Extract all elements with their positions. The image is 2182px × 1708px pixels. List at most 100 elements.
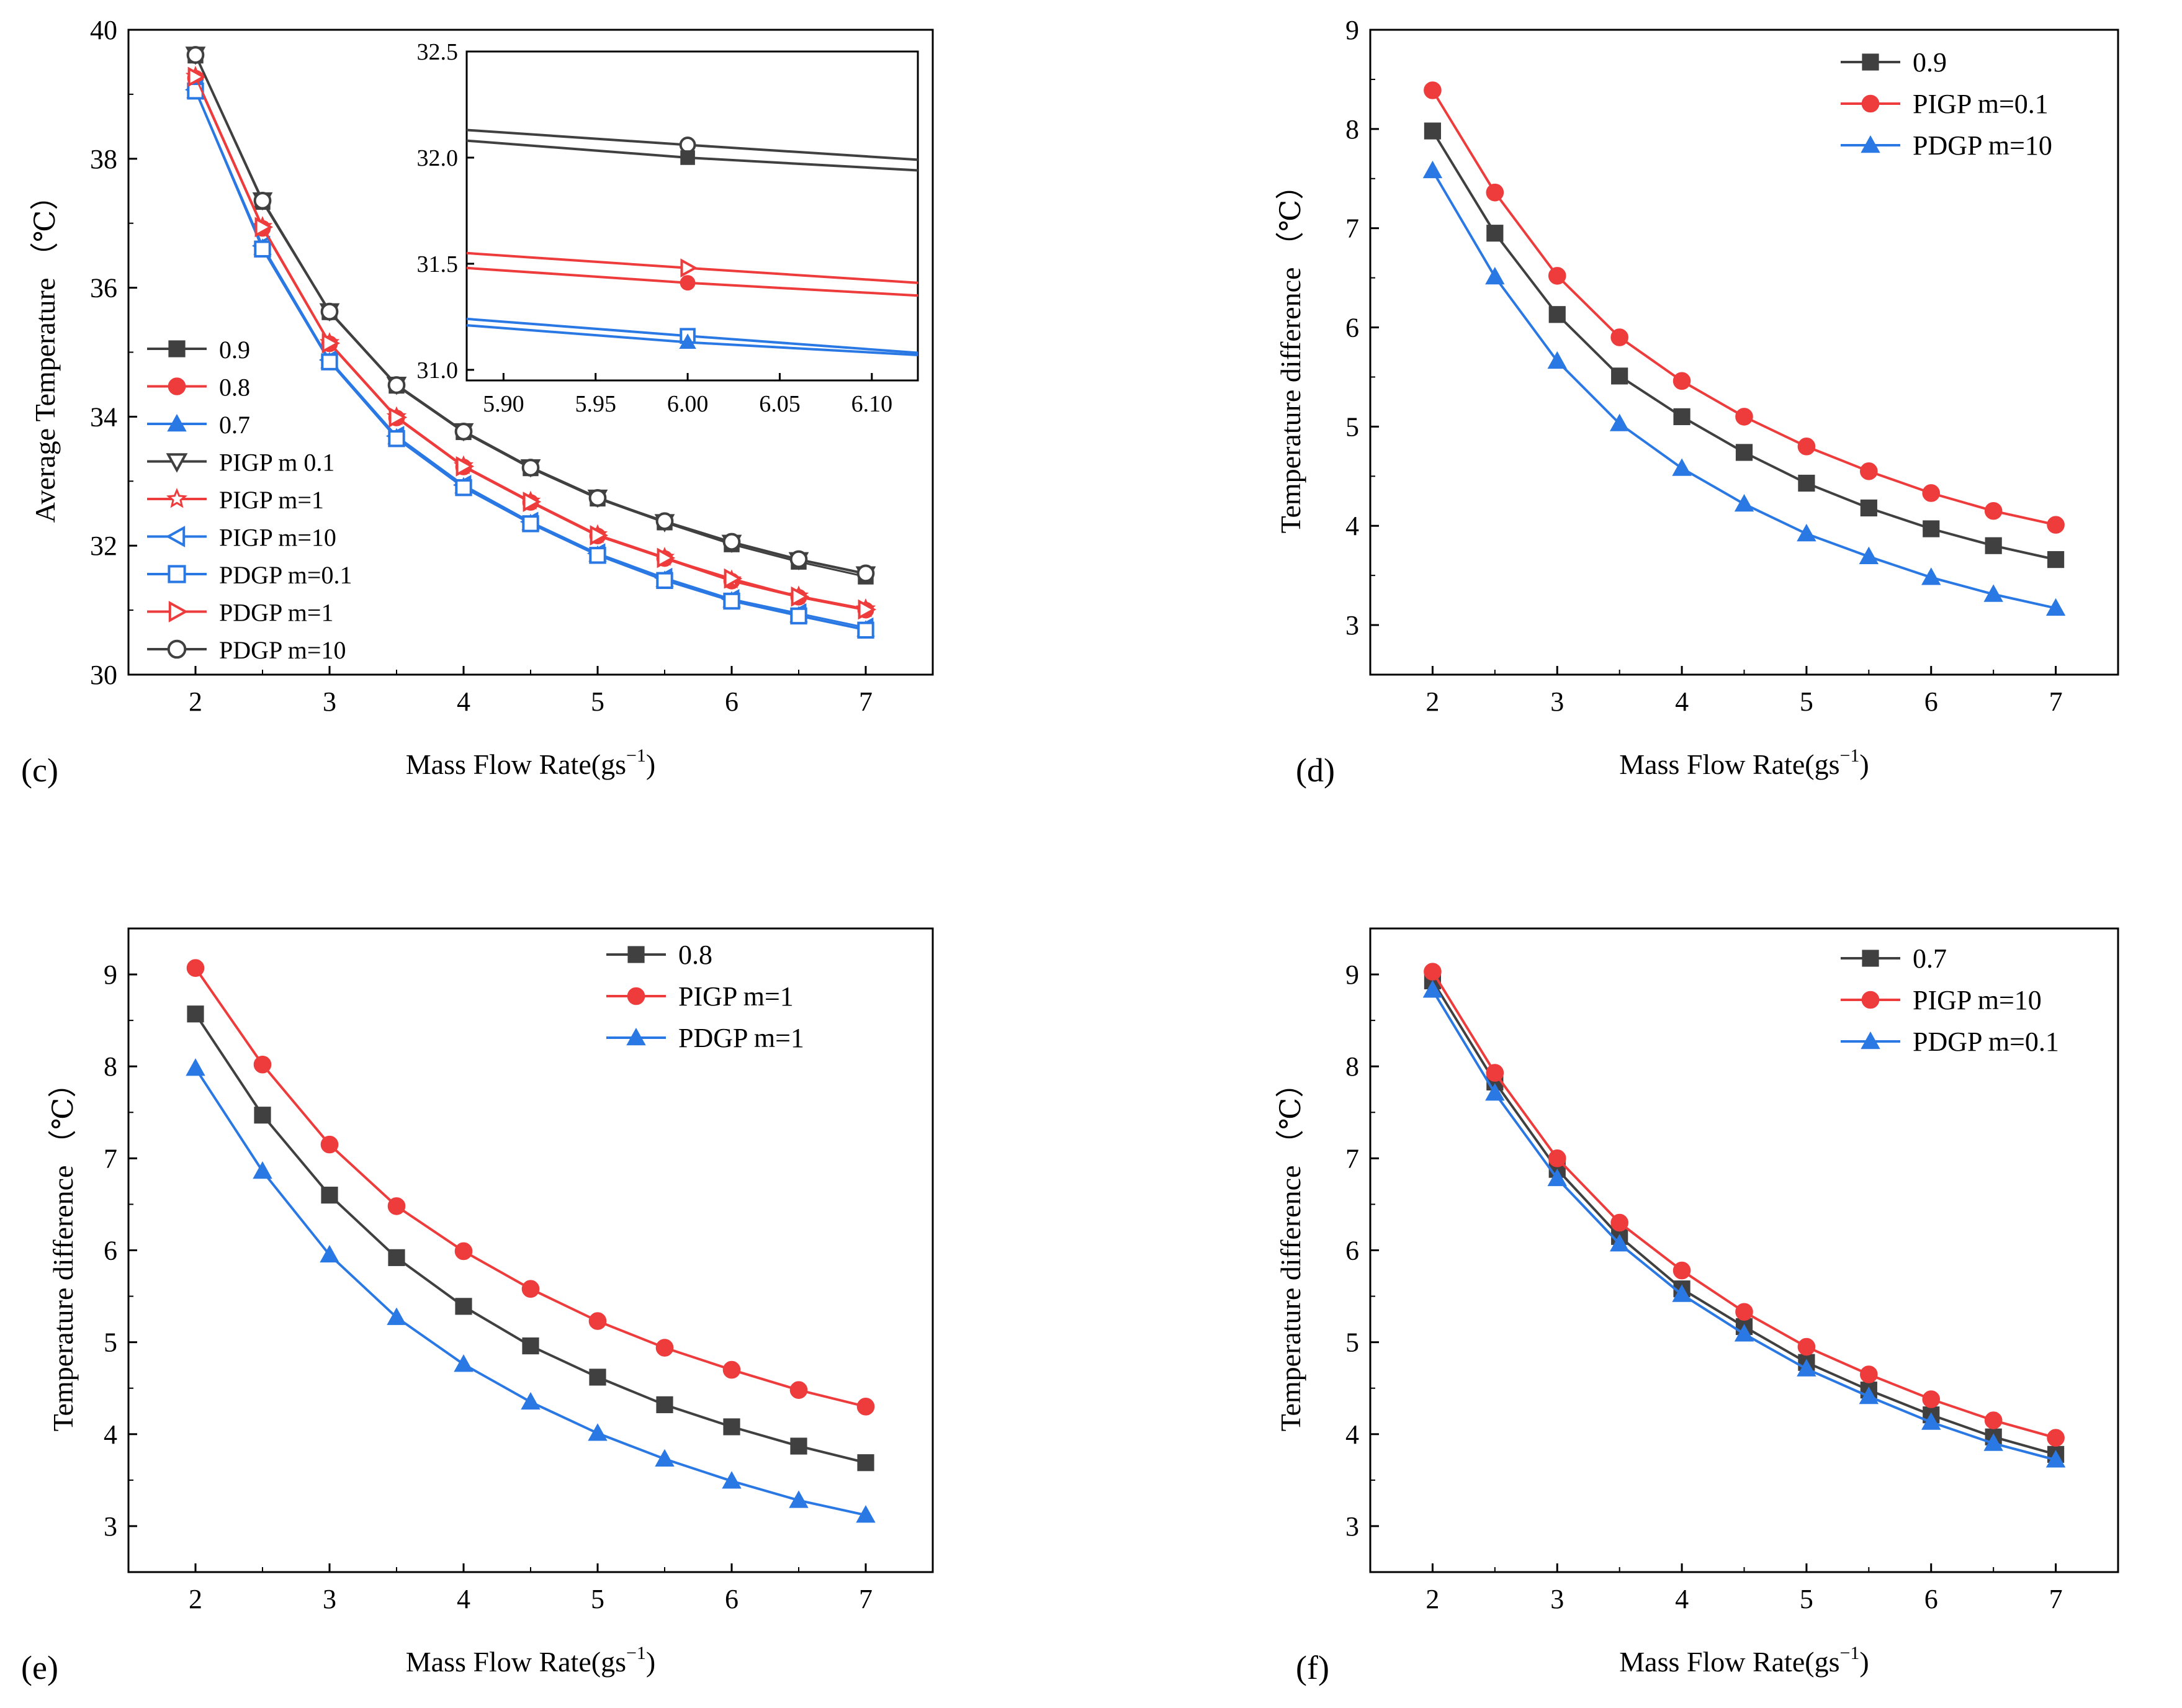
panel-label: (c) (21, 752, 58, 789)
legend: 0.9 0.8 0.7 PIGP m 0.1 PIGP m=1 PIGP m=10 PDGP… (147, 336, 352, 664)
data-point (1610, 328, 1628, 346)
series-line-3 (1431, 989, 2057, 1462)
x-tick-label: 3 (323, 1584, 336, 1614)
data-point (1609, 413, 1630, 431)
x-axis-label-superscript: −1 (1839, 745, 1859, 766)
data-point (723, 592, 740, 610)
x-axis-label: Mass Flow Rate(gs−1) (406, 1643, 655, 1678)
legend-marker (1861, 135, 1880, 153)
chart-panel-3: 2 3 4 5 6 7 3 4 5 6 7 8 9 Mass Flow Rate(gs−1) Tempera… (21, 927, 934, 1686)
x-tick-label: 5 (1800, 1584, 1813, 1614)
data-point (1672, 1261, 1691, 1280)
inset-y-tick-label: 32.0 (417, 145, 459, 171)
data-point (1922, 1390, 1941, 1408)
data-point (1422, 980, 1443, 998)
data-point (1734, 494, 1754, 512)
data-point (1859, 1386, 1879, 1405)
data-point (1673, 408, 1690, 425)
inset-x-tick-label: 6.00 (667, 391, 709, 417)
data-point (655, 1339, 674, 1357)
data-point (387, 376, 406, 394)
data-point (320, 1244, 339, 1263)
panel-label: (d) (1296, 752, 1335, 789)
legend-label: 0.8 (678, 940, 712, 970)
x-tick-label: 2 (1425, 1584, 1439, 1614)
legend-label: PIGP m=1 (678, 981, 794, 1012)
data-point (657, 547, 676, 569)
y-tick-label: 7 (1345, 214, 1359, 244)
x-tick-label: 4 (1675, 1584, 1689, 1614)
inset-x-tick-label: 5.95 (575, 391, 616, 417)
x-tick-label: 7 (859, 686, 873, 717)
data-point (522, 1337, 539, 1355)
data-point (789, 550, 808, 569)
x-tick-label: 3 (1550, 1584, 1564, 1614)
data-point (1424, 122, 1442, 140)
data-point (254, 217, 274, 238)
y-tick-label: 3 (104, 1511, 117, 1542)
legend: 0.8 PIGP m=1 PDGP m=1 (606, 940, 804, 1053)
y-tick-label: 9 (104, 960, 117, 990)
legend-marker (1862, 53, 1879, 71)
y-tick-label: 6 (1345, 313, 1359, 343)
legend-marker (168, 565, 186, 583)
data-point (1984, 1411, 2003, 1429)
legend-marker (168, 340, 186, 357)
legend-label: PDGP m=0.1 (219, 561, 352, 589)
data-point (521, 459, 540, 477)
x-tick-label: 3 (323, 686, 336, 717)
data-point (522, 515, 539, 533)
legend-label: PDGP m=0.1 (1913, 1027, 2059, 1057)
legend-marker (1861, 94, 1880, 113)
data-point (589, 1369, 606, 1386)
data-point (1547, 1168, 1567, 1187)
x-tick-label: 5 (591, 686, 604, 717)
chart-panel-4: 2 3 4 5 6 7 3 4 5 6 7 8 9 Mass Flow Rate(gs−1) Tempera… (1275, 927, 2119, 1686)
x-tick-label: 5 (1800, 686, 1813, 717)
inset-data-point (679, 137, 696, 153)
data-point (186, 1058, 205, 1076)
legend-label: PIGP m 0.1 (219, 449, 334, 477)
legend-marker (166, 488, 188, 508)
y-tick-label: 6 (104, 1236, 117, 1266)
data-point (656, 572, 673, 590)
data-point (1486, 1064, 1504, 1082)
data-point (253, 1161, 272, 1179)
data-point (1921, 1412, 1941, 1430)
data-point (655, 512, 674, 531)
data-point (589, 547, 606, 564)
legend-label: PIGP m=10 (1913, 985, 2042, 1015)
inset-data-point (679, 333, 696, 349)
data-point (321, 333, 341, 354)
data-point (722, 533, 741, 551)
data-point (321, 353, 338, 371)
x-tick-label: 3 (1550, 686, 1564, 717)
data-point (856, 1505, 876, 1523)
x-tick-label: 2 (189, 1584, 202, 1614)
data-point (1672, 372, 1691, 390)
data-point (1486, 225, 1504, 242)
data-point (521, 1280, 540, 1298)
data-point (1983, 1433, 2003, 1451)
data-point (722, 1360, 741, 1379)
data-point (456, 456, 475, 477)
x-tick-label: 6 (725, 686, 739, 717)
y-tick-label: 38 (90, 144, 117, 174)
inset-x-tick-label: 5.90 (483, 391, 524, 417)
data-point (588, 1423, 608, 1441)
data-point (790, 607, 807, 625)
legend-marker (627, 987, 645, 1005)
data-point (656, 1396, 673, 1413)
data-point (1424, 81, 1442, 99)
y-tick-label: 3 (1345, 610, 1359, 640)
y-tick-label: 5 (1345, 411, 1359, 442)
data-point (455, 479, 472, 497)
x-axis-label-superscript: −1 (1839, 1643, 1859, 1663)
x-axis-label-superscript: −1 (626, 1643, 646, 1663)
data-point (1611, 367, 1628, 385)
x-axis-label-close: ) (1859, 748, 1869, 780)
data-point (1983, 584, 2003, 602)
data-point (2045, 1450, 2066, 1468)
x-tick-label: 6 (725, 1584, 739, 1614)
data-point (1548, 1149, 1566, 1167)
